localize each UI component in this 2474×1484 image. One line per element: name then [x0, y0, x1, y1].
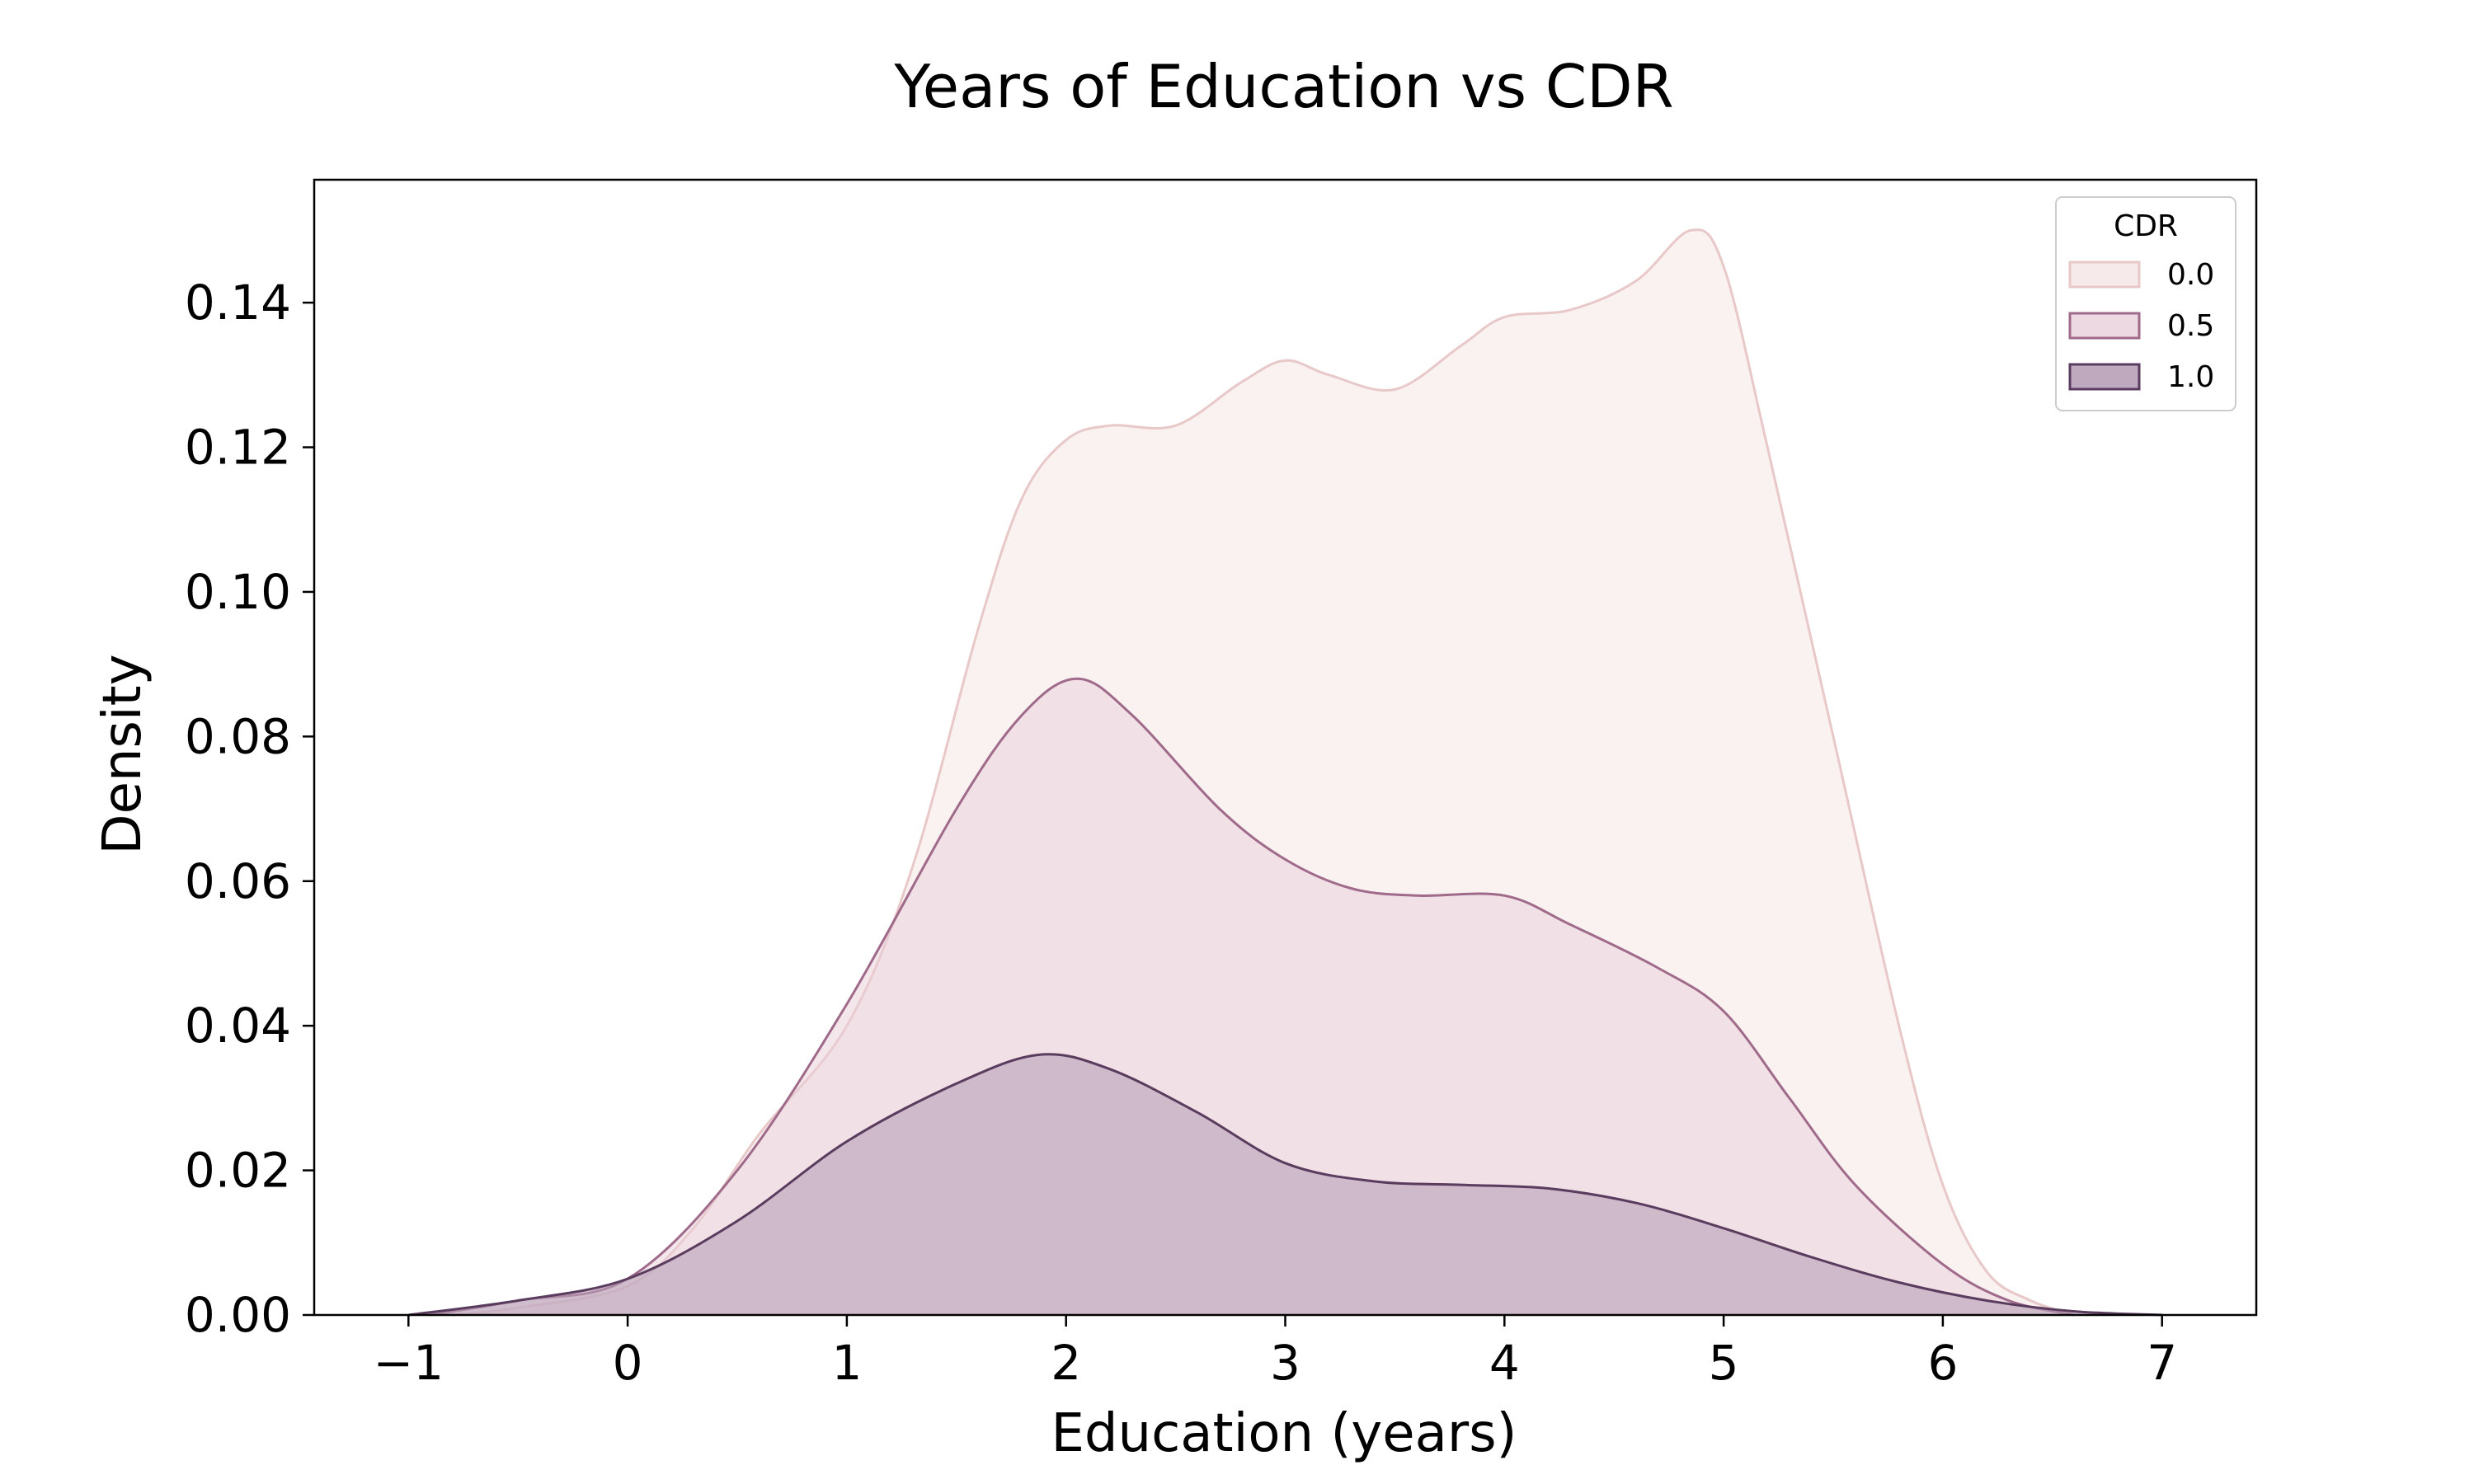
- series-1-0-area: [408, 1054, 2162, 1315]
- y-tick-label: 0.08: [185, 708, 291, 764]
- y-tick-label: 0.06: [185, 853, 291, 909]
- legend-swatch-1-0: [2068, 363, 2141, 391]
- series-1-0-line: [408, 1053, 2162, 1317]
- y-axis: 0.00 0.02 0.04 0.06 0.08 0.10 0.12 0.14: [185, 275, 314, 1343]
- chart-title: Years of Education vs CDR: [893, 52, 1673, 121]
- y-tick-label: 0.12: [185, 420, 291, 476]
- legend-label-0-0: 0.0: [2167, 258, 2214, 292]
- legend-swatch-0-5: [2068, 312, 2141, 340]
- plot-area: −1 0 1 2 3 4 5 6 7 0.000.020.040.060.080.100.120…: [185, 178, 2258, 1391]
- y-tick-label: 0.04: [185, 998, 291, 1054]
- legend-label-1-0: 1.0: [2167, 360, 2214, 394]
- x-axis-label: Education (years): [1051, 1403, 1517, 1464]
- x-tick-label: 4: [1489, 1335, 1520, 1391]
- x-tick-label: 6: [1927, 1335, 1958, 1391]
- x-tick-label: 7: [2147, 1335, 2177, 1391]
- legend-title: CDR: [2114, 209, 2178, 243]
- x-tick-label: 1: [831, 1335, 862, 1391]
- y-tick-label: 0.10: [185, 564, 291, 620]
- legend-label-0-5: 0.5: [2167, 309, 2214, 343]
- x-axis: −1 0 1 2 3 4 5 6 7: [374, 1315, 2177, 1391]
- x-tick-label: 3: [1270, 1335, 1300, 1391]
- y-axis-label: Density: [92, 654, 153, 854]
- x-tick-label: 0: [613, 1335, 643, 1391]
- legend-frame: [2055, 196, 2236, 411]
- x-tick-label: −1: [374, 1335, 444, 1391]
- legend: CDR 0.0 0.5 1.0: [2055, 196, 2236, 411]
- x-tick-label: 2: [1051, 1335, 1081, 1391]
- x-tick-label: 5: [1709, 1335, 1739, 1391]
- y-tick-label: 0.02: [185, 1143, 291, 1199]
- series-0-5-line: [430, 677, 2075, 1317]
- y-tick-label: 0.00: [185, 1287, 291, 1343]
- series-layer: [408, 228, 2162, 1317]
- legend-items: 0.0 0.5 1.0: [2068, 258, 2214, 394]
- y-tick-label: 0.14: [185, 275, 291, 331]
- legend-swatch-0-0: [2068, 261, 2141, 289]
